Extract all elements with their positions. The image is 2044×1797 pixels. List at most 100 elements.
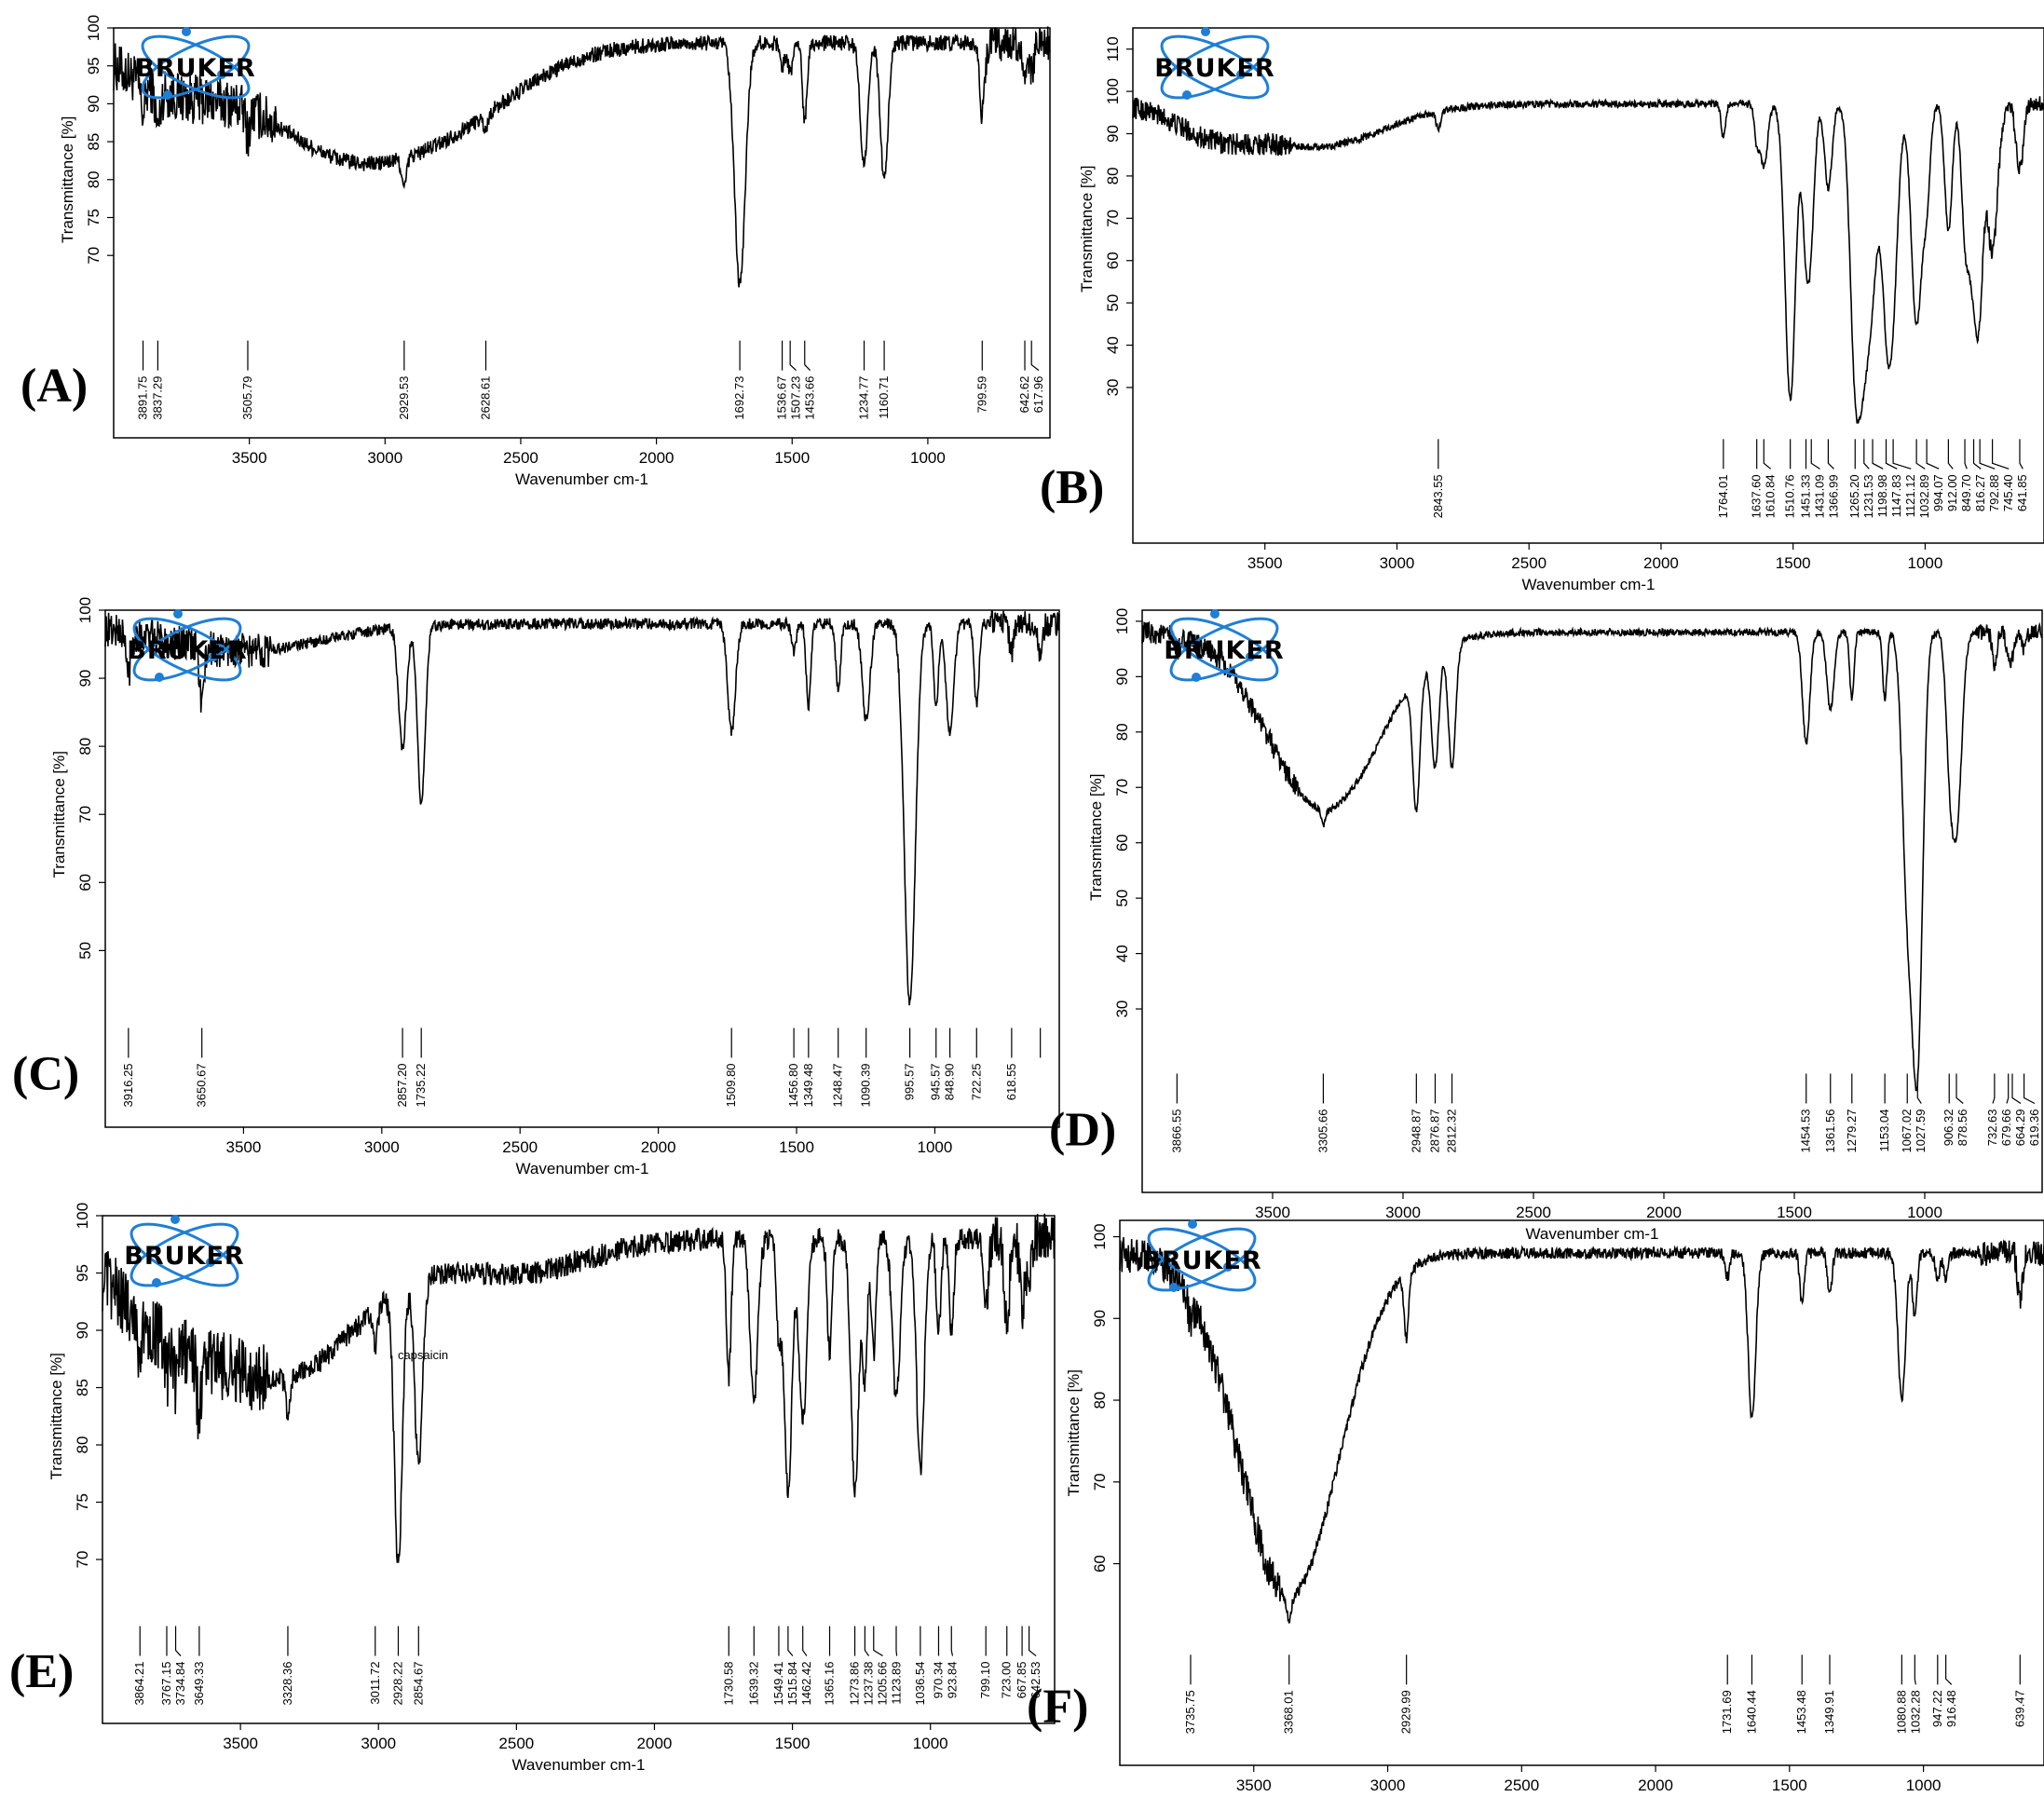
x-tick-label: 3500 — [1255, 1204, 1290, 1221]
y-tick-label: 40 — [1113, 945, 1131, 962]
peak-label: 1080.88 — [1894, 1690, 1908, 1734]
peak-label: 3305.66 — [1315, 1110, 1329, 1153]
peak-label: 1160.71 — [877, 376, 891, 419]
spectrum-line — [1119, 1237, 2044, 1624]
peak-label: 2812.32 — [1445, 1110, 1459, 1153]
peak-label: 792.88 — [1987, 474, 2001, 511]
peak-label: 906.32 — [1942, 1110, 1955, 1147]
y-tick-label: 50 — [1113, 890, 1131, 907]
x-tick-label: 1000 — [913, 1735, 948, 1752]
peak-label: 3368.01 — [1282, 1690, 1296, 1734]
spectrum-line — [104, 609, 1060, 1006]
x-tick-label: 3500 — [223, 1735, 258, 1752]
peak-label: 1067.02 — [1900, 1110, 1914, 1153]
annotation-label: capsaicin — [398, 1348, 448, 1362]
peak-label: 994.07 — [1931, 474, 1945, 511]
x-tick-label: 1500 — [774, 449, 810, 467]
logo-orbit — [1169, 617, 1279, 682]
y-tick-label: 70 — [1113, 779, 1131, 796]
peak-label: 723.00 — [1000, 1662, 1014, 1699]
logo-orbit — [1160, 34, 1270, 100]
peak-marker — [1810, 439, 1820, 470]
peak-label: 1639.32 — [746, 1662, 760, 1706]
peak-marker — [1964, 439, 1968, 470]
x-tick-label: 1500 — [775, 1735, 811, 1752]
y-tick-label: 100 — [1113, 608, 1131, 634]
logo-dot — [173, 609, 183, 619]
peak-label: 1610.84 — [1764, 474, 1778, 518]
x-tick-label: 2000 — [1638, 1777, 1673, 1794]
peak-label: 923.84 — [945, 1662, 959, 1699]
bruker-logo: BRUKER — [1164, 609, 1284, 682]
logo-wordmark: BRUKER — [127, 636, 247, 665]
peak-label: 1365.16 — [823, 1662, 837, 1706]
logo-orbit — [132, 617, 242, 682]
x-tick-label: 3500 — [1236, 1777, 1272, 1794]
x-tick-label: 2500 — [502, 1138, 538, 1156]
y-tick-label: 85 — [74, 1379, 91, 1396]
x-tick-label: 1500 — [1772, 1777, 1807, 1794]
y-tick-label: 80 — [74, 1436, 91, 1454]
x-tick-label: 1000 — [1906, 1777, 1942, 1794]
peak-label: 642.62 — [1017, 376, 1031, 414]
peak-label: 916.48 — [1944, 1690, 1958, 1727]
peak-label: 2948.87 — [1409, 1110, 1423, 1153]
peak-label: 1265.20 — [1847, 474, 1861, 518]
logo-dot — [163, 90, 172, 100]
peak-marker — [1992, 1073, 1996, 1104]
peak-label: 1456.80 — [786, 1063, 800, 1107]
plot-frame — [1141, 609, 2043, 1193]
bruker-logo: BRUKER — [1154, 27, 1274, 100]
peak-label: 3864.21 — [132, 1662, 146, 1706]
peak-label: 1237.38 — [862, 1662, 876, 1706]
peak-label: 947.22 — [1930, 1690, 1944, 1727]
peak-label: 3650.67 — [195, 1063, 209, 1107]
peak-label: 1349.48 — [801, 1063, 815, 1107]
y-tick-label: 100 — [74, 1203, 91, 1229]
panel-label: (C) — [12, 1048, 79, 1101]
x-tick-label: 1000 — [1908, 554, 1943, 572]
y-tick-label: 90 — [1113, 668, 1131, 686]
bruker-logo: BRUKER — [127, 609, 247, 682]
y-tick-label: 110 — [1104, 36, 1122, 61]
peak-label: 1036.54 — [913, 1662, 927, 1706]
peak-label: 2843.55 — [1431, 474, 1445, 518]
peak-marker — [1892, 439, 1912, 470]
peak-label: 1273.86 — [848, 1662, 862, 1706]
peak-marker — [1916, 1073, 1922, 1104]
y-axis-title: Transmittance [%] — [50, 751, 68, 878]
x-tick-label: 2500 — [503, 449, 538, 467]
panel-label: (A) — [20, 360, 88, 413]
x-tick-label: 2500 — [1511, 554, 1547, 572]
logo-orbit — [129, 1222, 239, 1287]
peak-label: 3837.29 — [150, 376, 164, 420]
bruker-logo: BRUKER — [1141, 1219, 1261, 1292]
peak-label: 3891.75 — [136, 376, 150, 420]
y-axis-title: Transmittance [%] — [48, 1353, 65, 1479]
peak-label: 1032.28 — [1908, 1690, 1922, 1734]
peak-label: 1510.76 — [1783, 474, 1797, 518]
y-tick-label: 85 — [85, 133, 102, 151]
panel-label: (E) — [9, 1645, 74, 1698]
peak-label: 995.57 — [903, 1063, 917, 1100]
peak-marker — [2011, 1073, 2022, 1104]
x-tick-label: 3000 — [367, 449, 402, 467]
peak-marker — [950, 1626, 954, 1656]
y-tick-label: 70 — [74, 1551, 91, 1569]
peak-label: 3505.79 — [240, 376, 254, 420]
peak-label: 1349.91 — [1822, 1690, 1836, 1734]
y-tick-label: 75 — [85, 209, 102, 226]
peak-label: 1515.84 — [785, 1662, 799, 1706]
peak-label: 1234.77 — [857, 376, 871, 420]
logo-dot — [1236, 70, 1246, 79]
y-tick-label: 60 — [1091, 1555, 1109, 1572]
peak-label: 3735.75 — [1183, 1690, 1197, 1734]
peak-marker — [804, 340, 811, 372]
peak-label: 2876.87 — [1427, 1110, 1441, 1153]
peak-label: 1509.80 — [724, 1063, 738, 1107]
peak-marker — [787, 1626, 794, 1656]
y-tick-label: 95 — [74, 1264, 91, 1282]
peak-label: 2928.22 — [390, 1662, 404, 1706]
peak-label: 912.00 — [1945, 474, 1959, 511]
peak-marker — [1955, 1073, 1964, 1104]
